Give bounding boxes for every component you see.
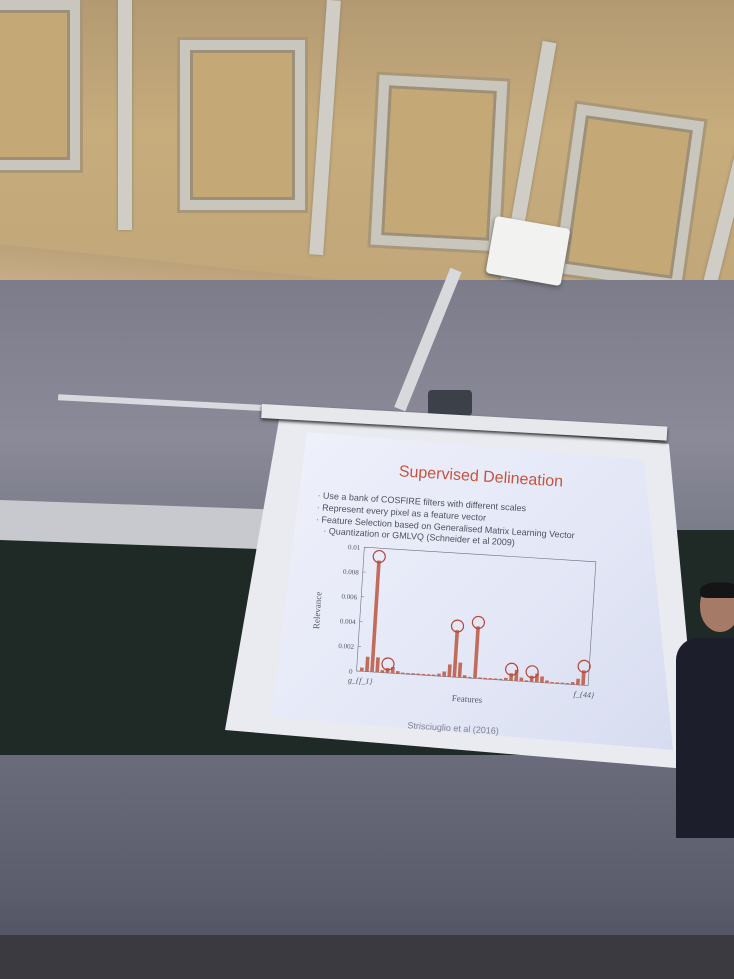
chart-bar [437,673,441,677]
slide-surface [271,432,673,750]
chart-bar [462,675,467,678]
chart-bar [457,662,463,678]
chart-bar [550,681,554,684]
selected-feature-circle [471,615,486,630]
ceiling-beam [118,0,132,230]
chart-bar [570,681,575,685]
y-tick-label: 0.006 [341,592,358,601]
ceiling-coffer [553,103,705,291]
selected-feature-circle [372,549,386,564]
chart-bar [452,629,460,678]
chart-bar [498,678,503,681]
chart-bar [483,677,488,680]
chart-bar [401,672,405,675]
y-tick-label: 0.002 [338,642,355,651]
chart-bar [442,671,447,677]
chart-bar [514,669,519,682]
chart-bar [509,673,514,681]
ceiling-coffer [180,40,305,210]
chart-bar [447,664,452,677]
chart-bar [365,656,370,672]
slide-content: Supervised Delineation Use a bank of COS… [282,455,629,755]
mount-base [428,390,472,416]
chart-bar [545,680,549,684]
ceiling-coffer [0,0,80,170]
ceiling-coffer [370,74,508,252]
chart-bar [539,676,544,683]
slide-citation: Strisciuglio et al (2016) [407,720,500,737]
chart-bar [560,682,565,685]
chart-bar [421,673,426,676]
x-start-label: g_{f_1} [348,675,374,686]
chart-bar [555,682,560,684]
chart-bar [488,678,493,680]
chart-bar [467,676,472,679]
chart-bar [411,673,416,675]
chart-bar [426,674,431,676]
chart-bar [524,680,529,682]
selected-feature-circle [525,665,539,679]
selected-feature-circle [450,619,465,633]
chart-bar [406,672,410,675]
chart-bar [431,674,436,676]
y-tick-label: 0.01 [348,543,361,552]
selected-feature-circle [381,657,395,671]
chart-bar [395,670,400,674]
selected-feature-circle [505,662,519,676]
presenter-hair [700,582,734,598]
chart-bar [380,670,385,673]
chart-bar [375,657,380,673]
chart-bar [529,675,534,683]
y-tick-label: 0.008 [343,568,360,577]
chart-bar [581,670,586,686]
chart-bar [493,678,498,680]
y-axis-label: Relevance [311,591,323,629]
y-tick-label: 0 [349,668,353,676]
chart-bar [565,682,570,685]
chart-bar [519,677,524,682]
chart-bar [576,678,580,686]
y-tick-label: 0.004 [340,617,357,626]
baseboard [0,935,734,979]
x-axis-label: Features [451,693,483,705]
chart-bar [359,667,364,672]
x-end-label: f_{44} [573,690,595,700]
chart-bar [416,673,421,675]
ceiling-beam [309,0,341,256]
selected-feature-circle [577,659,591,673]
chart-bar [478,677,482,679]
presenter-body [676,638,734,838]
chart-bar [370,560,381,673]
relevance-bar-chart: 0 0.002 0.004 0.006 0.008 0.01 Relevance Feat… [311,543,597,705]
chart-bar [503,677,508,681]
chart-plot-frame [356,546,597,686]
chart-bar [473,626,480,679]
